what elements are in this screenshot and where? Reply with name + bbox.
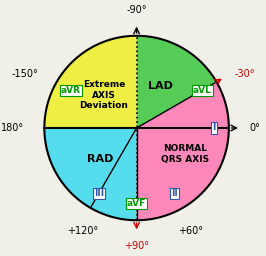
Text: +60°: +60° [178, 226, 203, 236]
Text: RAD: RAD [87, 154, 113, 164]
Text: +90°: +90° [124, 241, 149, 251]
Polygon shape [44, 128, 137, 220]
Text: I: I [212, 123, 216, 133]
Text: -150°: -150° [12, 69, 39, 79]
Polygon shape [137, 36, 217, 128]
Text: -90°: -90° [126, 5, 147, 15]
Polygon shape [44, 36, 137, 128]
Text: 180°: 180° [1, 123, 24, 133]
Text: II: II [171, 189, 178, 198]
Polygon shape [137, 82, 229, 220]
Text: LAD: LAD [148, 81, 173, 91]
Text: Extreme
AXIS
Deviation: Extreme AXIS Deviation [80, 80, 128, 110]
Text: III: III [94, 189, 104, 198]
Text: NORMAL
QRS AXIS: NORMAL QRS AXIS [161, 144, 210, 164]
Text: aVL: aVL [193, 86, 211, 95]
Text: +120°: +120° [66, 226, 98, 236]
Text: aVR: aVR [61, 86, 81, 95]
Text: -30°: -30° [235, 69, 255, 79]
Text: 0°: 0° [249, 123, 260, 133]
Text: aVF: aVF [127, 199, 146, 208]
